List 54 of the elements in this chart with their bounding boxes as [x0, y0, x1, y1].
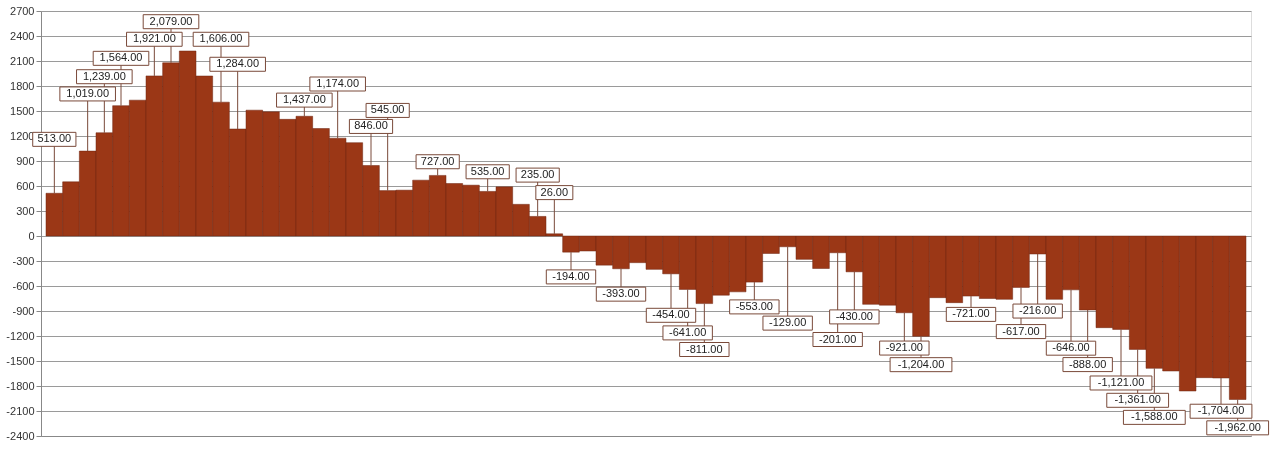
data-label: 235.00 [520, 168, 555, 181]
data-label: -811.00 [686, 342, 723, 355]
data-label: -194.00 [552, 269, 590, 282]
y-tick-label: 600 [16, 179, 35, 192]
data-label: -553.00 [735, 299, 773, 312]
y-tick-label: -1200 [6, 329, 35, 342]
y-tick-label: -300 [12, 254, 35, 267]
data-label: 846.00 [354, 119, 388, 132]
data-label: -1,361.00 [1114, 393, 1161, 406]
y-tick-label: 2100 [10, 54, 35, 67]
data-label: -393.00 [602, 287, 640, 300]
data-label: 1,174.00 [316, 77, 360, 90]
data-label: -1,704.00 [1197, 404, 1245, 417]
data-label: -1,204.00 [897, 357, 945, 370]
data-label: -1,962.00 [1214, 420, 1261, 433]
data-label: -201.00 [819, 332, 857, 345]
data-label: 26.00 [540, 185, 569, 198]
y-tick-label: -2100 [6, 404, 35, 417]
data-label: 535.00 [470, 164, 505, 177]
y-tick-label: -900 [12, 304, 35, 317]
data-label: -617.00 [1002, 324, 1040, 337]
y-tick-label: -1800 [6, 379, 35, 392]
data-label: -430.00 [835, 309, 873, 322]
data-label: 1,019.00 [66, 86, 110, 99]
y-tick-label: 2400 [10, 29, 35, 42]
data-label: 1,921.00 [132, 32, 176, 45]
data-label: 1,437.00 [282, 93, 326, 106]
y-tick-label: 1500 [10, 104, 35, 117]
data-label: 513.00 [37, 132, 72, 145]
data-label: -1,588.00 [1131, 410, 1178, 423]
data-label: -1,121.00 [1097, 375, 1145, 388]
data-label: -921.00 [885, 341, 923, 354]
y-tick-label: 1800 [10, 79, 35, 92]
data-label: -721.00 [952, 307, 990, 320]
data-label: 1,239.00 [82, 69, 126, 82]
y-tick-label: 0 [28, 229, 35, 242]
data-label: -646.00 [1052, 341, 1090, 354]
y-tick-label: -600 [12, 279, 35, 292]
data-label: 2,079.00 [149, 14, 193, 27]
data-label: -888.00 [1069, 357, 1107, 370]
data-label: -454.00 [652, 308, 690, 321]
y-tick-label: 900 [16, 154, 35, 167]
data-label: 727.00 [420, 154, 455, 167]
data-label: 1,284.00 [216, 57, 260, 70]
y-tick-label: 2700 [10, 4, 35, 17]
data-label: 1,606.00 [199, 32, 243, 45]
y-tick-label: -1500 [6, 354, 35, 367]
y-tick-label: -2400 [6, 429, 35, 442]
data-label: -216.00 [1019, 304, 1057, 317]
data-label: 1,564.00 [99, 51, 143, 64]
data-label: 545.00 [370, 103, 405, 116]
data-label: -641.00 [669, 325, 707, 338]
y-tick-label: 300 [16, 204, 35, 217]
data-label: -129.00 [769, 316, 807, 329]
